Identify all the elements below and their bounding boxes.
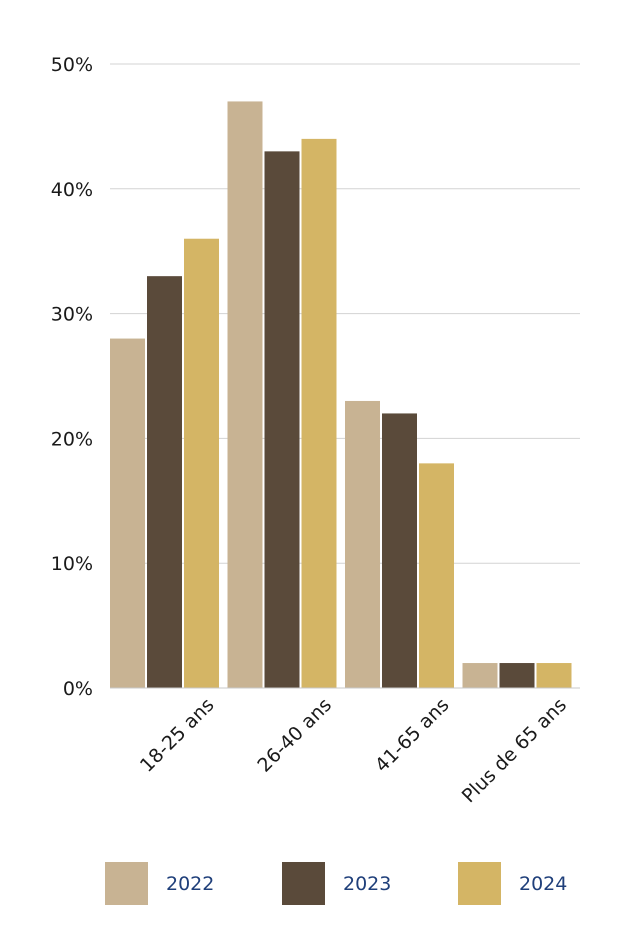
- y-tick-label: 40%: [51, 179, 93, 201]
- bar-2024-3: [419, 463, 454, 688]
- bar-2022-3: [345, 400, 380, 688]
- legend-swatch-2022: [105, 862, 148, 905]
- bar-2023-3: [382, 413, 417, 688]
- x-tick-label: Plus de 65 ans: [458, 694, 571, 807]
- x-axis-labels: 18-25 ans 26-40 ans 41-65 ans Plus de 65 an…: [136, 694, 571, 807]
- bar-2023-1: [147, 276, 182, 688]
- y-tick-label: 0%: [63, 678, 93, 700]
- y-tick-label: 10%: [51, 553, 93, 575]
- bar-2022-2: [227, 101, 263, 688]
- bar-2023-2: [264, 151, 300, 689]
- legend: 2022 2023 2024: [105, 862, 567, 905]
- y-tick-label: 20%: [51, 428, 93, 450]
- bar-2023-4: [499, 663, 535, 688]
- y-tick-label: 30%: [51, 304, 93, 326]
- legend-swatch-2023: [282, 862, 325, 905]
- bar-2024-1: [184, 238, 219, 688]
- bar-2022-4: [462, 663, 498, 688]
- bar-2024-2: [301, 138, 337, 688]
- y-tick-label: 50%: [51, 54, 93, 76]
- x-tick-label: 41-65 ans: [371, 694, 454, 777]
- legend-label-2024: 2024: [519, 873, 567, 895]
- legend-swatch-2024: [458, 862, 501, 905]
- x-tick-label: 26-40 ans: [253, 694, 336, 777]
- bar-2022-1: [110, 338, 145, 688]
- legend-label-2022: 2022: [166, 873, 214, 895]
- bar-2024-4: [536, 663, 572, 688]
- bars: [110, 101, 572, 689]
- x-tick-label: 18-25 ans: [136, 694, 219, 777]
- y-axis-ticks: 0% 10% 20% 30% 40% 50%: [51, 54, 93, 700]
- legend-label-2023: 2023: [343, 873, 391, 895]
